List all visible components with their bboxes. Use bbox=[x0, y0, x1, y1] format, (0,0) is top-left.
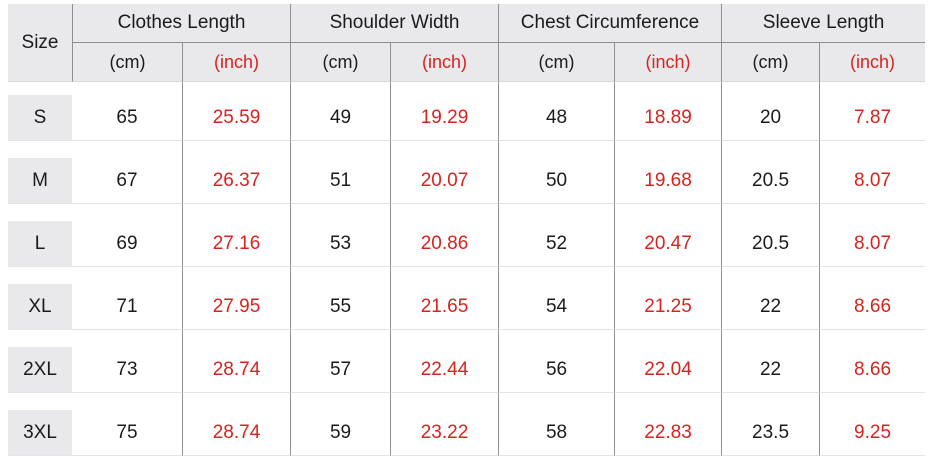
inch-value-cell: 22.44 bbox=[390, 347, 499, 393]
unit-header-inch: (inch) bbox=[819, 43, 926, 82]
table-row-xl: XL 71 27.95 55 21.65 54 21.25 22 8.66 bbox=[8, 284, 926, 330]
inch-value-cell: 26.37 bbox=[182, 158, 291, 204]
row-gap bbox=[8, 204, 925, 221]
unit-header-inch: (inch) bbox=[390, 43, 499, 82]
size-cell: S bbox=[8, 95, 72, 141]
cm-value-cell: 54 bbox=[498, 284, 615, 330]
cm-value-cell: 75 bbox=[72, 410, 182, 456]
cm-value-cell: 48 bbox=[498, 95, 615, 141]
group-header-shoulder-width: Shoulder Width bbox=[290, 4, 499, 43]
inch-value-cell: 20.86 bbox=[390, 221, 499, 267]
cm-value-cell: 65 bbox=[72, 95, 182, 141]
cm-value-cell: 49 bbox=[290, 95, 391, 141]
table-row-3xl: 3XL 75 28.74 59 23.22 58 22.83 23.5 9.25 bbox=[8, 410, 926, 456]
inch-value-cell: 9.25 bbox=[819, 410, 926, 456]
unit-header-row: (cm) (inch) (cm) (inch) (cm) (inch) (cm)… bbox=[8, 43, 926, 82]
inch-value-cell: 19.29 bbox=[390, 95, 499, 141]
row-gap bbox=[8, 141, 925, 158]
cm-value-cell: 20.5 bbox=[721, 221, 820, 267]
inch-value-cell: 20.47 bbox=[614, 221, 722, 267]
size-cell: 2XL bbox=[8, 347, 72, 393]
group-header-clothes-length: Clothes Length bbox=[72, 4, 291, 43]
inch-value-cell: 22.04 bbox=[614, 347, 722, 393]
table-row-2xl: 2XL 73 28.74 57 22.44 56 22.04 22 8.66 bbox=[8, 347, 926, 393]
inch-value-cell: 27.95 bbox=[182, 284, 291, 330]
group-header-row: Size Clothes Length Shoulder Width Chest… bbox=[8, 4, 926, 82]
inch-value-cell: 8.07 bbox=[819, 221, 926, 267]
unit-header-cm: (cm) bbox=[72, 43, 182, 82]
inch-value-cell: 22.83 bbox=[614, 410, 722, 456]
inch-value-cell: 21.25 bbox=[614, 284, 722, 330]
table-row-l: L 69 27.16 53 20.86 52 20.47 20.5 8.07 bbox=[8, 221, 926, 267]
inch-value-cell: 28.74 bbox=[182, 347, 291, 393]
inch-value-cell: 21.65 bbox=[390, 284, 499, 330]
inch-value-cell: 19.68 bbox=[614, 158, 722, 204]
cm-value-cell: 51 bbox=[290, 158, 391, 204]
inch-value-cell: 28.74 bbox=[182, 410, 291, 456]
group-header-chest-circumference: Chest Circumference bbox=[498, 4, 722, 43]
size-cell: 3XL bbox=[8, 410, 72, 456]
unit-header-cm: (cm) bbox=[721, 43, 820, 82]
size-cell: XL bbox=[8, 284, 72, 330]
cm-value-cell: 73 bbox=[72, 347, 182, 393]
unit-header-inch: (inch) bbox=[182, 43, 291, 82]
cm-value-cell: 22 bbox=[721, 284, 820, 330]
cm-value-cell: 20.5 bbox=[721, 158, 820, 204]
size-cell: M bbox=[8, 158, 72, 204]
inch-value-cell: 8.66 bbox=[819, 284, 926, 330]
inch-value-cell: 25.59 bbox=[182, 95, 291, 141]
cm-value-cell: 57 bbox=[290, 347, 391, 393]
row-gap bbox=[8, 393, 925, 410]
cm-value-cell: 20 bbox=[721, 95, 820, 141]
cm-value-cell: 58 bbox=[498, 410, 615, 456]
cm-value-cell: 53 bbox=[290, 221, 391, 267]
inch-value-cell: 18.89 bbox=[614, 95, 722, 141]
group-header-sleeve-length: Sleeve Length bbox=[721, 4, 926, 43]
table-row-m: M 67 26.37 51 20.07 50 19.68 20.5 8.07 bbox=[8, 158, 926, 204]
row-gap bbox=[8, 267, 925, 284]
cm-value-cell: 69 bbox=[72, 221, 182, 267]
inch-value-cell: 8.66 bbox=[819, 347, 926, 393]
cm-value-cell: 56 bbox=[498, 347, 615, 393]
inch-value-cell: 27.16 bbox=[182, 221, 291, 267]
row-gap bbox=[8, 330, 925, 347]
size-cell: L bbox=[8, 221, 72, 267]
cm-value-cell: 71 bbox=[72, 284, 182, 330]
cm-value-cell: 52 bbox=[498, 221, 615, 267]
cm-value-cell: 50 bbox=[498, 158, 615, 204]
cm-value-cell: 23.5 bbox=[721, 410, 820, 456]
unit-header-inch: (inch) bbox=[614, 43, 722, 82]
cm-value-cell: 67 bbox=[72, 158, 182, 204]
table-row-s: S 65 25.59 49 19.29 48 18.89 20 7.87 bbox=[8, 95, 926, 141]
inch-value-cell: 23.22 bbox=[390, 410, 499, 456]
unit-header-cm: (cm) bbox=[290, 43, 391, 82]
cm-value-cell: 55 bbox=[290, 284, 391, 330]
size-corner-header: Size bbox=[8, 4, 72, 82]
inch-value-cell: 8.07 bbox=[819, 158, 926, 204]
row-gap bbox=[8, 82, 925, 95]
cm-value-cell: 59 bbox=[290, 410, 391, 456]
unit-header-cm: (cm) bbox=[498, 43, 615, 82]
inch-value-cell: 20.07 bbox=[390, 158, 499, 204]
size-chart-table: Size Clothes Length Shoulder Width Chest… bbox=[8, 4, 926, 456]
inch-value-cell: 7.87 bbox=[819, 95, 926, 141]
cm-value-cell: 22 bbox=[721, 347, 820, 393]
